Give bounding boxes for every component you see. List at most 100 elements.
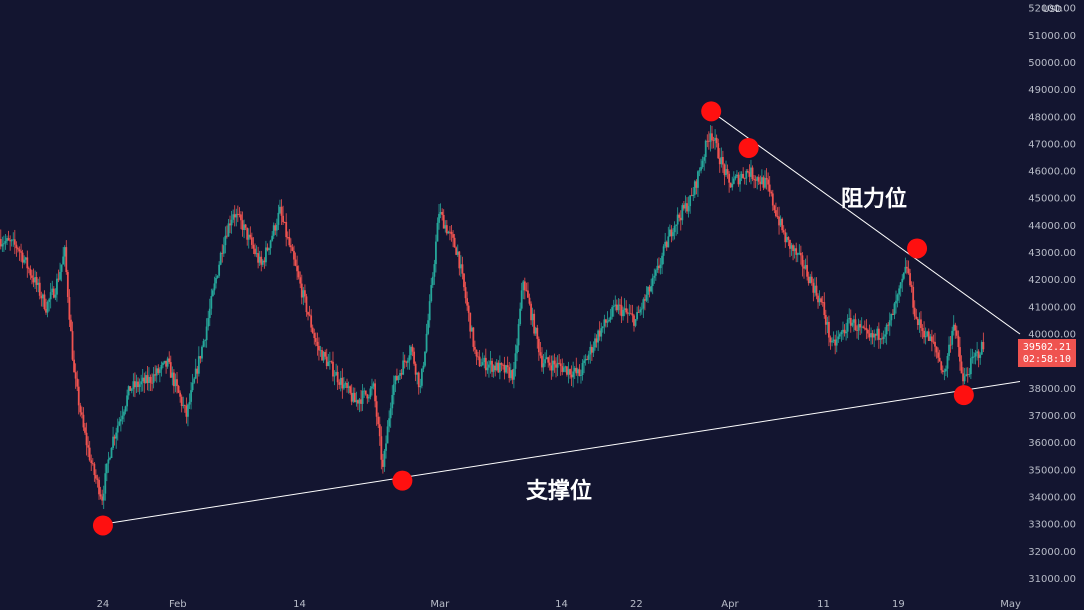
candle-body bbox=[177, 385, 180, 393]
candle bbox=[285, 213, 288, 247]
candle-body bbox=[258, 256, 261, 263]
candle bbox=[244, 224, 247, 231]
price-axis[interactable]: 31000.00 32000.00 33000.00 34000.00 35000.00… bbox=[1028, 4, 1076, 585]
candle-body bbox=[366, 394, 369, 399]
candle-body bbox=[648, 286, 651, 292]
candle-body bbox=[725, 169, 727, 176]
candle-body bbox=[180, 396, 183, 406]
candle-body bbox=[419, 385, 422, 388]
support-trendline[interactable] bbox=[102, 381, 1021, 525]
candle bbox=[352, 387, 355, 403]
candle-body bbox=[260, 256, 263, 265]
candle bbox=[247, 228, 250, 249]
candle-body bbox=[762, 177, 765, 188]
candle bbox=[498, 355, 501, 380]
candle-body bbox=[871, 333, 874, 338]
candle-body bbox=[383, 450, 386, 467]
candle bbox=[799, 245, 802, 265]
candle-body bbox=[271, 235, 274, 241]
candle bbox=[180, 394, 183, 413]
candle-body bbox=[275, 224, 278, 231]
candle bbox=[470, 325, 473, 332]
candle bbox=[263, 257, 266, 269]
candle-body bbox=[941, 370, 944, 372]
candle-body bbox=[105, 463, 108, 474]
candle-body bbox=[576, 369, 579, 374]
candle-body bbox=[232, 214, 235, 220]
candle-body bbox=[266, 247, 269, 251]
candle-body bbox=[183, 405, 186, 406]
candle bbox=[603, 314, 606, 334]
candle-body bbox=[101, 496, 104, 501]
candle bbox=[202, 338, 205, 348]
candle-body bbox=[257, 253, 260, 263]
candle-body bbox=[213, 283, 216, 291]
candle-body bbox=[946, 356, 949, 369]
candle-body bbox=[250, 237, 253, 245]
time-axis[interactable]: 24 Feb 14 Mar 14 22 Apr 11 19 May bbox=[97, 599, 1021, 610]
candle-body bbox=[842, 329, 844, 332]
candle-body bbox=[486, 367, 489, 371]
candle-body bbox=[765, 178, 768, 180]
candle bbox=[893, 301, 896, 320]
candle-body bbox=[32, 277, 35, 283]
candle-body bbox=[829, 337, 832, 343]
candle-body bbox=[85, 432, 88, 446]
candle bbox=[946, 353, 949, 378]
candle bbox=[299, 271, 302, 289]
candle bbox=[528, 293, 531, 306]
candle bbox=[689, 195, 692, 214]
candle bbox=[779, 215, 782, 228]
candle-body bbox=[619, 304, 621, 306]
candle-body bbox=[196, 368, 199, 374]
candle bbox=[812, 278, 815, 302]
candle-body bbox=[520, 290, 523, 309]
candle bbox=[857, 318, 860, 340]
candle bbox=[466, 291, 469, 311]
candle bbox=[659, 258, 662, 275]
candle bbox=[661, 252, 663, 275]
candle-body bbox=[544, 359, 546, 364]
candle bbox=[57, 269, 60, 283]
candle bbox=[305, 293, 308, 317]
candle bbox=[182, 396, 185, 409]
pivot-marker bbox=[953, 385, 974, 406]
candle bbox=[79, 402, 82, 417]
resistance-trendline[interactable] bbox=[710, 110, 1021, 335]
candle bbox=[13, 229, 16, 255]
candle bbox=[620, 296, 623, 323]
candle-body bbox=[676, 214, 679, 225]
candle-body bbox=[534, 327, 537, 334]
candle-body bbox=[764, 178, 766, 188]
candle-body bbox=[659, 264, 662, 269]
candle-body bbox=[352, 392, 355, 402]
candle-body bbox=[541, 355, 543, 368]
candle bbox=[907, 260, 910, 275]
candle-body bbox=[686, 203, 688, 212]
candle bbox=[750, 159, 752, 185]
candle bbox=[275, 218, 278, 237]
candle-body bbox=[118, 421, 121, 426]
candle-body bbox=[436, 222, 439, 242]
candle bbox=[37, 278, 40, 293]
candle-body bbox=[965, 374, 968, 377]
candle bbox=[940, 360, 943, 374]
candle-body bbox=[341, 377, 344, 389]
candle bbox=[343, 377, 345, 391]
candle-body bbox=[134, 381, 136, 388]
candle bbox=[838, 332, 841, 340]
candle-body bbox=[498, 362, 501, 373]
candle bbox=[564, 365, 567, 373]
candle-body bbox=[896, 294, 899, 301]
candle-body bbox=[361, 390, 364, 404]
candle-body bbox=[399, 373, 401, 376]
candle bbox=[250, 232, 253, 249]
candle bbox=[667, 226, 670, 248]
candle bbox=[392, 375, 395, 405]
candle-body bbox=[615, 304, 618, 311]
candle bbox=[338, 379, 341, 390]
candle bbox=[151, 373, 153, 392]
candle bbox=[483, 355, 486, 369]
